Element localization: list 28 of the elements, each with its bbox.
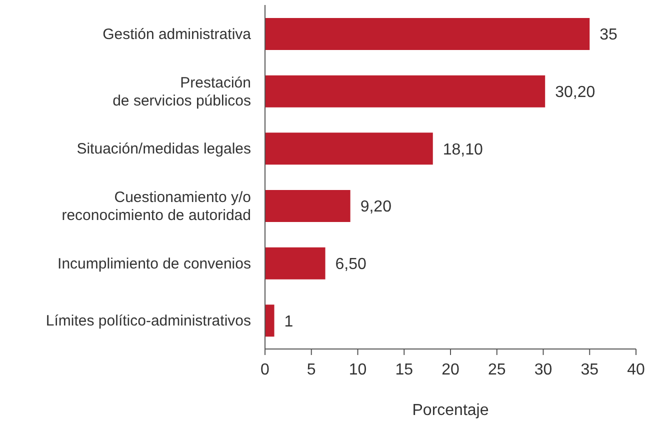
y-tick-label: Prestación de servicios públicos: [112, 74, 251, 110]
y-tick-label: Límites político-administrativos: [46, 312, 251, 330]
data-label: 6,50: [335, 256, 367, 274]
bar: [265, 190, 350, 222]
data-label: 18,10: [442, 141, 484, 158]
y-tick-label: Gestión administrativa: [102, 26, 252, 43]
bar: [265, 304, 274, 337]
bar: [265, 18, 590, 50]
x-tick-label: 0: [260, 361, 270, 378]
y-tick-label: Cuestionamiento y/o reconocimiento de autoridad: [62, 188, 251, 224]
x-tick-label: 30: [534, 361, 552, 378]
x-tick-label: 5: [306, 361, 316, 378]
x-axis-title: Porcentaje: [412, 402, 489, 419]
data-label: 9,20: [360, 198, 392, 216]
x-tick-label: 25: [488, 361, 506, 378]
data-label: 30,20: [555, 84, 596, 102]
x-tick-label: 40: [627, 361, 645, 378]
bar: [265, 75, 546, 108]
x-tick-label: 15: [395, 361, 414, 378]
y-tick-label: Incumplimiento de convenios: [58, 255, 251, 272]
x-tick-label: 35: [580, 361, 599, 378]
x-tick-label: 20: [442, 361, 460, 378]
y-tick-label: Situación/medidas legales: [76, 140, 251, 158]
bar: [265, 247, 326, 280]
data-label: 35: [600, 26, 618, 44]
bar: [265, 132, 433, 165]
data-label: 1: [284, 313, 294, 330]
x-tick-label: 10: [348, 361, 367, 378]
